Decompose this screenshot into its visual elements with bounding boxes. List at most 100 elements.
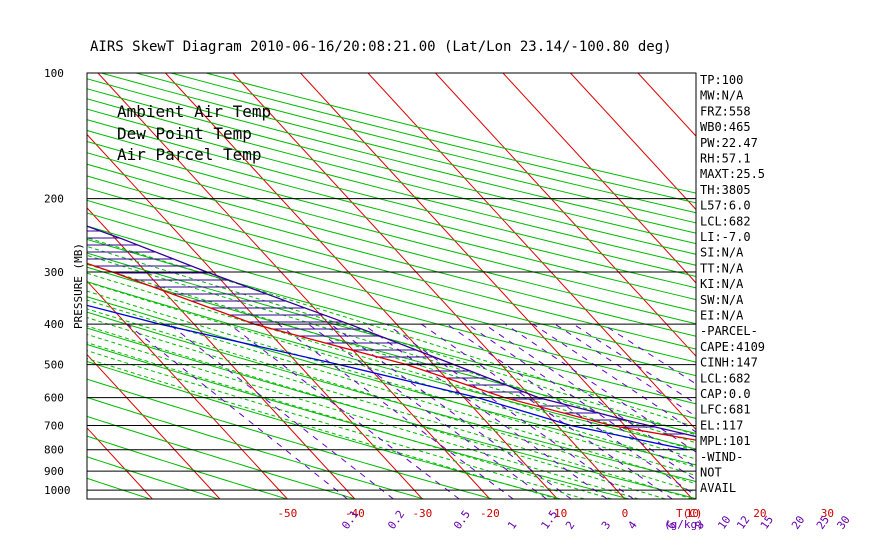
bottom-temp-tick-label: -10 bbox=[547, 507, 567, 520]
dry-adiabat-line bbox=[87, 456, 219, 499]
dry-adiabat-line bbox=[87, 360, 561, 499]
legend-ambient: Ambient Air Temp bbox=[117, 102, 271, 121]
index-item: PW:22.47 bbox=[700, 136, 758, 150]
mixing-ratio-label: 4 bbox=[625, 519, 640, 532]
index-item: SW:N/A bbox=[700, 293, 744, 307]
chart-title: AIRS SkewT Diagram 2010-06-16/20:08:21.0… bbox=[90, 39, 672, 55]
moist-adiabat-line bbox=[87, 333, 639, 499]
mixing-ratio-line bbox=[446, 323, 696, 497]
bottom-temp-tick-label: -20 bbox=[480, 507, 500, 520]
isotherm-line bbox=[87, 280, 288, 499]
bottom-temp-tick-label: 10 bbox=[686, 507, 699, 520]
isotherm-line bbox=[232, 73, 626, 499]
dry-adiabat-line bbox=[87, 311, 696, 483]
moist-adiabat-line bbox=[87, 316, 693, 499]
index-item: TP:100 bbox=[700, 73, 743, 87]
index-item: AVAIL bbox=[700, 481, 736, 495]
index-item: SI:N/A bbox=[700, 246, 744, 260]
mixing-ratio-line bbox=[386, 323, 634, 499]
bottom-axis-label: T(C) bbox=[676, 507, 703, 520]
dry-adiabat-line bbox=[87, 140, 696, 301]
isotherm-line bbox=[87, 353, 221, 499]
index-item: RH:57.1 bbox=[700, 152, 751, 166]
moist-adiabat-line bbox=[87, 290, 696, 477]
mixing-ratio-line bbox=[554, 323, 696, 418]
moist-adiabat-line bbox=[87, 263, 696, 452]
index-item: EL:117 bbox=[700, 418, 743, 432]
dry-adiabat-line bbox=[87, 163, 696, 325]
axis-labels: 1002003004005006007008009001000-120-110-… bbox=[44, 67, 870, 532]
mixing-ratio-line bbox=[532, 323, 696, 433]
index-item: MPL:101 bbox=[700, 434, 751, 448]
index-item: TH:3805 bbox=[700, 183, 751, 197]
index-item: TT:N/A bbox=[700, 261, 744, 275]
index-item: CAPE:4109 bbox=[700, 340, 765, 354]
isotherm-line bbox=[87, 207, 356, 499]
bottom-temp-tick-label: -50 bbox=[277, 507, 297, 520]
pressure-tick-label: 1000 bbox=[44, 484, 71, 497]
mixing-ratio-line bbox=[228, 323, 460, 499]
dry-adiabat-line bbox=[87, 175, 696, 337]
index-item: MW:N/A bbox=[700, 89, 744, 103]
dry-adiabat-line bbox=[87, 225, 696, 391]
y-axis-label: PRESSURE (MB) bbox=[72, 243, 85, 329]
bottom-temp-tick-label: 0 bbox=[622, 507, 629, 520]
dewpoint-line bbox=[87, 304, 688, 451]
bottom-temp-tick-label: -40 bbox=[345, 507, 365, 520]
bottom-temp-tick-label: 30 bbox=[821, 507, 834, 520]
dry-adiabat-line bbox=[87, 378, 493, 499]
mixing-ratio-line bbox=[466, 323, 696, 481]
mixing-ratio-label: 0.2 bbox=[385, 508, 407, 532]
mixing-ratio-line bbox=[308, 323, 547, 499]
dry-adiabat-line bbox=[87, 281, 696, 450]
dry-adiabat-line bbox=[87, 212, 696, 377]
moist-adiabat-line bbox=[87, 308, 696, 493]
moist-adiabat-line bbox=[87, 281, 696, 468]
index-item: CAP:0.0 bbox=[700, 387, 751, 401]
profile-lines bbox=[87, 225, 696, 451]
mixing-ratio-line bbox=[421, 323, 673, 499]
index-item: EI:N/A bbox=[700, 309, 744, 323]
legend: Ambient Air Temp Dew Point Temp Air Parc… bbox=[117, 102, 271, 164]
mixing-ratio-label: 40 bbox=[868, 513, 870, 531]
dry-adiabat-line bbox=[87, 119, 696, 277]
mixing-ratio-label: 0.5 bbox=[451, 508, 473, 532]
mixing-ratio-line bbox=[277, 323, 514, 499]
dry-adiabat-line bbox=[87, 108, 696, 266]
pressure-tick-label: 400 bbox=[44, 318, 64, 331]
mixing-ratio-line bbox=[330, 323, 572, 499]
dry-adiabat-line bbox=[205, 73, 696, 194]
dry-adiabat-line bbox=[87, 129, 696, 289]
legend-parcel: Air Parcel Temp bbox=[117, 145, 262, 164]
dry-adiabat-line bbox=[87, 296, 696, 466]
dry-adiabat-line bbox=[170, 73, 696, 204]
parcel-temp-line bbox=[87, 225, 696, 438]
moist-adiabat-line bbox=[87, 350, 585, 499]
mixing-ratio-line bbox=[362, 323, 608, 499]
index-item: FRZ:558 bbox=[700, 104, 751, 118]
bottom-temp-tick-label: -30 bbox=[412, 507, 432, 520]
index-item: NOT bbox=[700, 466, 722, 480]
cape-hatching bbox=[87, 230, 685, 435]
index-item: KI:N/A bbox=[700, 277, 744, 291]
pressure-tick-label: 300 bbox=[44, 266, 64, 279]
isotherm-line bbox=[367, 73, 696, 431]
moist-adiabat-line bbox=[87, 299, 696, 485]
dry-adiabat-line bbox=[87, 187, 696, 350]
dry-adiabat-line bbox=[87, 415, 356, 499]
ambient-temp-line bbox=[87, 262, 696, 441]
bottom-temp-tick-label: 20 bbox=[753, 507, 766, 520]
index-item: -PARCEL- bbox=[700, 324, 758, 338]
isotherm-line bbox=[435, 73, 696, 357]
index-item: L57:6.0 bbox=[700, 199, 751, 213]
pressure-tick-label: 800 bbox=[44, 444, 64, 457]
plot-frame bbox=[86, 72, 697, 500]
pressure-tick-label: 200 bbox=[44, 193, 64, 206]
pressure-tick-label: 600 bbox=[44, 392, 64, 405]
moist-adiabat-line bbox=[87, 342, 612, 499]
grid-lines bbox=[87, 73, 696, 499]
dry-adiabat-line bbox=[87, 343, 630, 499]
isotherm-line bbox=[570, 73, 696, 211]
mixing-ratio-label: 12 bbox=[734, 513, 752, 531]
